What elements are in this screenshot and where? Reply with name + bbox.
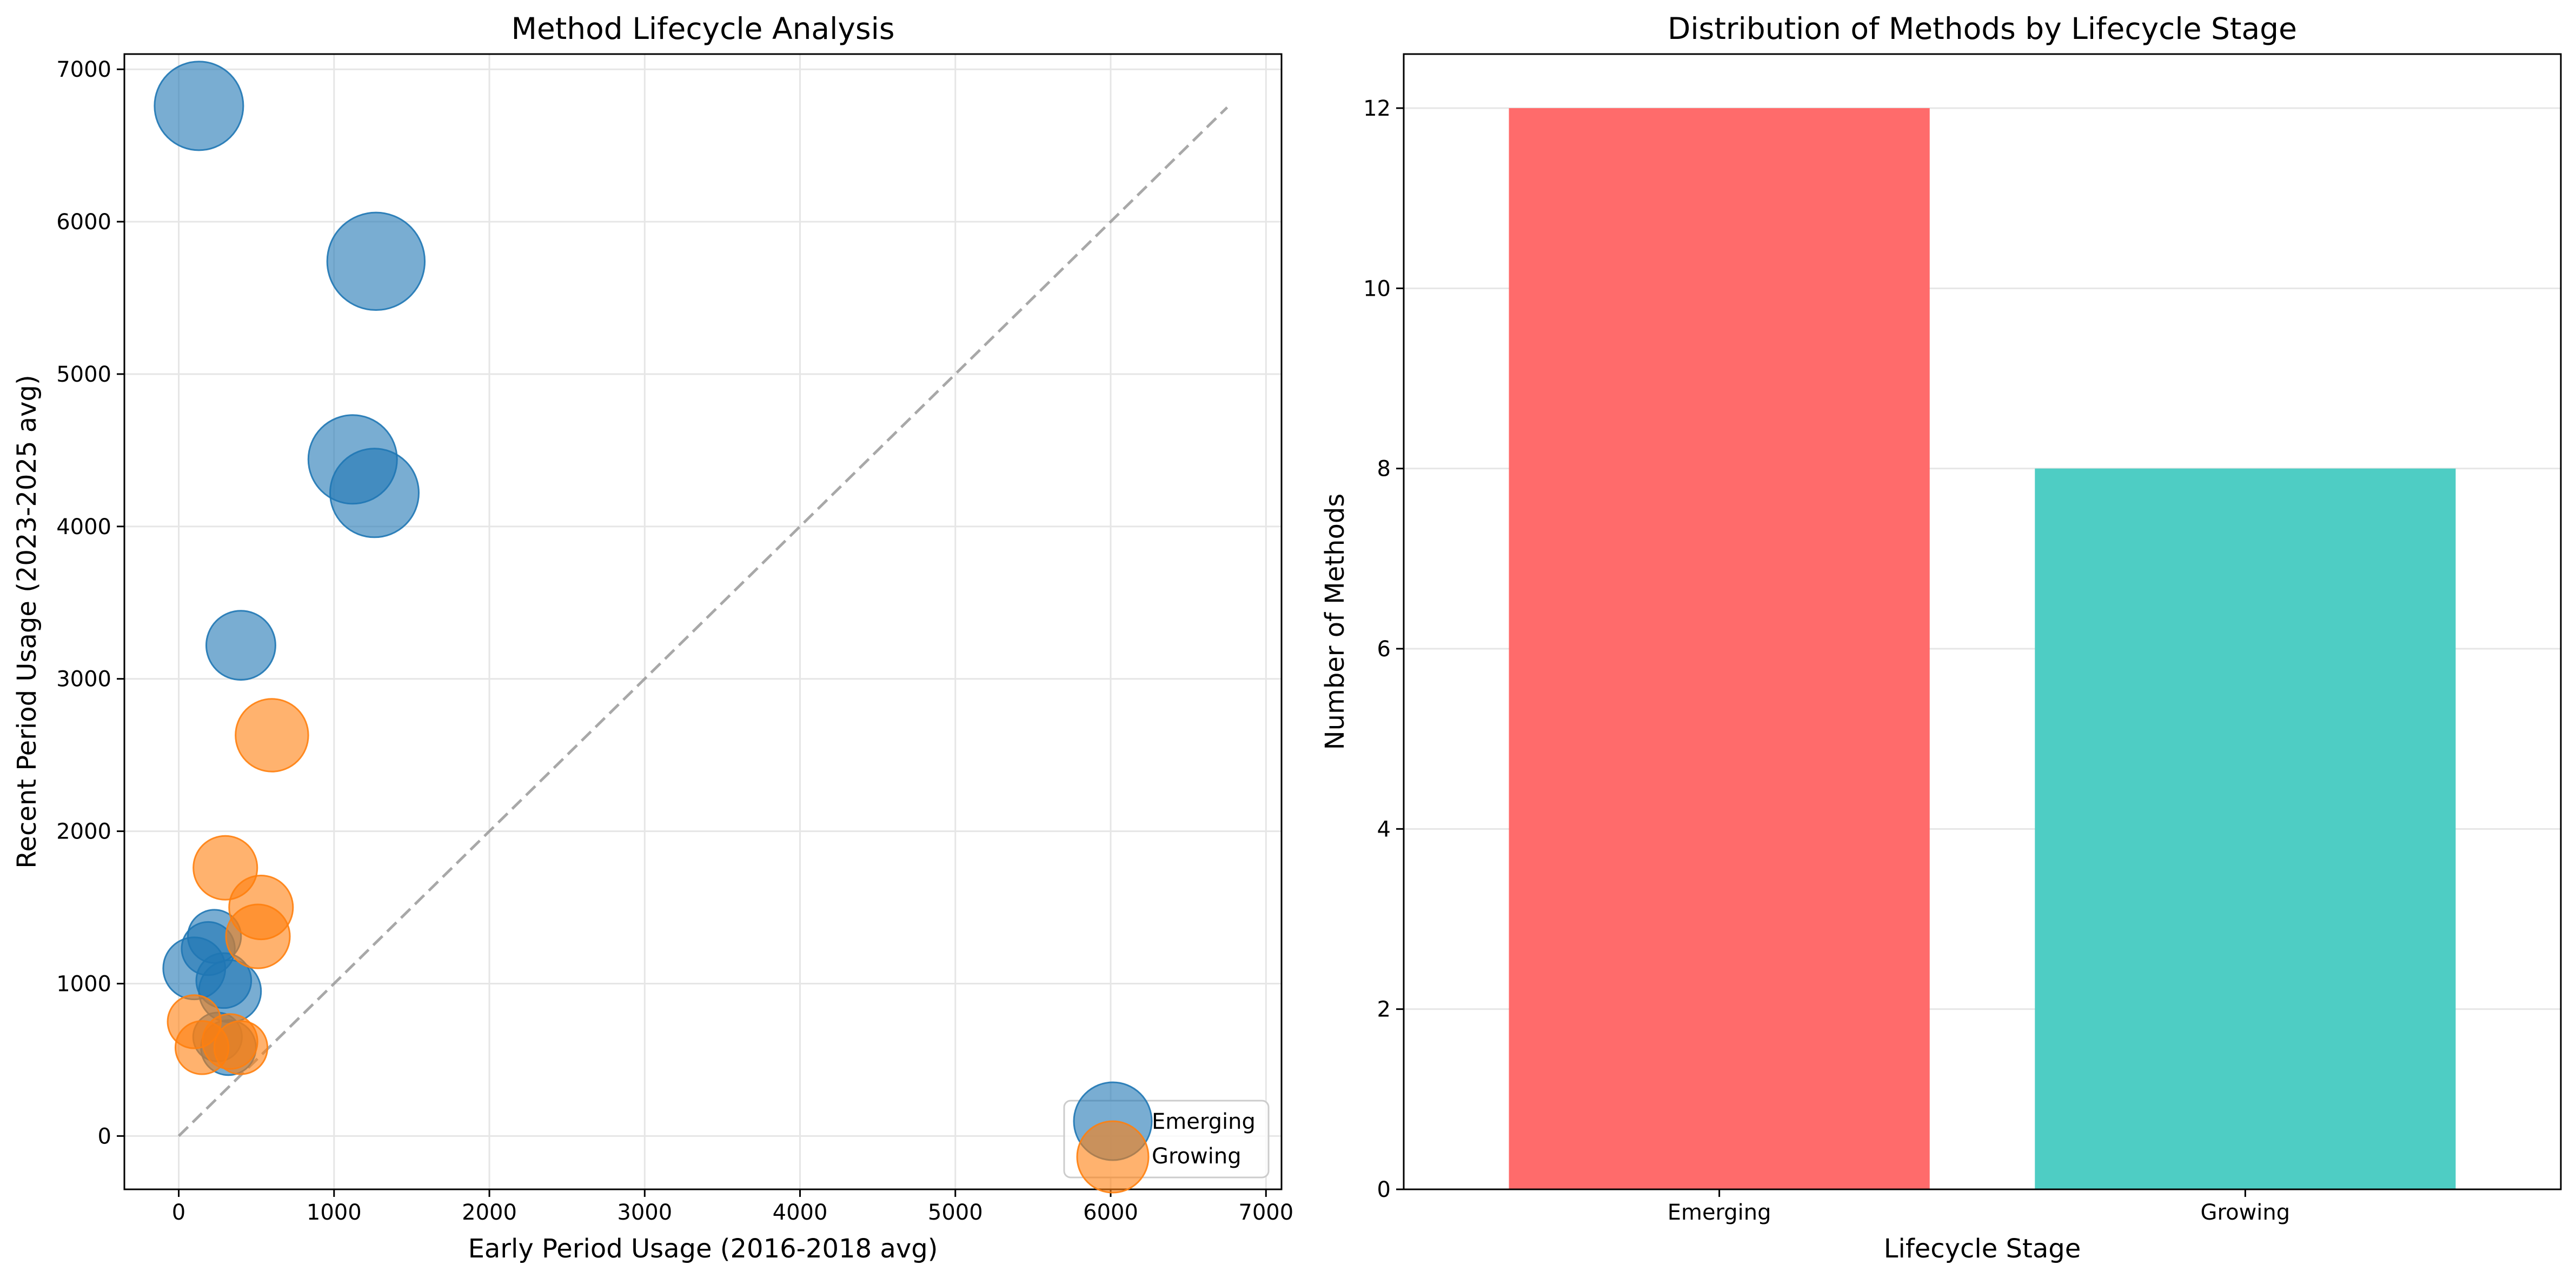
scatter-points <box>154 61 426 1076</box>
scatter-x-axis-label: Early Period Usage (2016-2018 avg) <box>468 1234 938 1264</box>
scatter-y-tick-label: 3000 <box>56 667 111 692</box>
bar-y-tick-label: 12 <box>1363 96 1391 121</box>
bar-title: Distribution of Methods by Lifecycle Sta… <box>1668 11 2297 46</box>
legend-marker-growing <box>1076 1120 1150 1194</box>
bar-bars <box>1509 108 2456 1189</box>
scatter-title: Method Lifecycle Analysis <box>511 11 894 46</box>
scatter-frame <box>123 53 1283 1190</box>
scatter-x-tick-label: 7000 <box>1238 1200 1293 1225</box>
scatter-point-growing <box>235 698 309 773</box>
bar-y-tick-label: 6 <box>1377 637 1391 662</box>
scatter-y-tick-label: 2000 <box>56 820 111 844</box>
bar-y-tick-label: 0 <box>1377 1177 1391 1202</box>
scatter-y-tick-label: 5000 <box>56 362 111 387</box>
bar-x-axis-label: Lifecycle Stage <box>1884 1234 2081 1264</box>
bar-y-tick-label: 4 <box>1377 817 1391 842</box>
scatter-x-tick-label: 1000 <box>307 1200 362 1225</box>
scatter-y-ticks: 0 1000 2000 3000 4000 5000 6000 7000 <box>56 57 124 1149</box>
legend-label-emerging: Emerging <box>1152 1109 1256 1134</box>
scatter-y-tick-label: 0 <box>98 1124 111 1149</box>
legend-label-growing: Growing <box>1152 1144 1241 1169</box>
bar-y-tick-label: 2 <box>1377 997 1391 1022</box>
bar-x-tick-label: Emerging <box>1668 1200 1771 1225</box>
bar-y-axis-label: Number of Methods <box>1320 494 1350 750</box>
scatter-point-emerging <box>329 448 420 538</box>
scatter-y-tick-label: 1000 <box>56 971 111 996</box>
scatter-x-tick-label: 2000 <box>462 1200 517 1225</box>
scatter-x-tick-label: 4000 <box>773 1200 828 1225</box>
scatter-legend: Emerging Growing <box>1063 1081 1270 1194</box>
scatter-y-tick-label: 7000 <box>56 57 111 82</box>
scatter-point-growing <box>213 1020 269 1075</box>
scatter-x-tick-label: 3000 <box>617 1200 672 1225</box>
scatter-point-emerging <box>326 211 426 311</box>
bar-x-ticks: Emerging Growing <box>1668 1189 2290 1225</box>
scatter-panel: 0 1000 2000 3000 4000 5000 6000 7000 0 1000 2000 3… <box>12 11 1293 1264</box>
bar-panel: 0 2 4 6 8 10 12 Emerging Growing Distribution o… <box>1320 11 2562 1264</box>
bar-y-tick-label: 8 <box>1377 457 1391 482</box>
bar-emerging <box>1509 108 1930 1189</box>
bar-frame <box>1403 53 2562 1190</box>
scatter-x-tick-label: 6000 <box>1083 1200 1138 1225</box>
bar-y-ticks: 0 2 4 6 8 10 12 <box>1363 96 1404 1202</box>
scatter-x-tick-label: 0 <box>172 1200 185 1225</box>
bar-growing <box>2035 468 2456 1189</box>
scatter-reference-line <box>177 106 1229 1137</box>
scatter-point-emerging <box>205 610 276 681</box>
scatter-grid <box>124 54 1282 1189</box>
scatter-point-growing <box>225 903 291 969</box>
scatter-y-tick-label: 4000 <box>56 515 111 540</box>
scatter-x-ticks: 0 1000 2000 3000 4000 5000 6000 7000 <box>172 1189 1293 1225</box>
bar-y-tick-label: 10 <box>1363 276 1391 301</box>
scatter-y-axis-label: Recent Period Usage (2023-2025 avg) <box>12 375 42 869</box>
scatter-y-tick-label: 6000 <box>56 210 111 235</box>
bar-x-tick-label: Growing <box>2201 1200 2290 1225</box>
scatter-x-tick-label: 5000 <box>928 1200 983 1225</box>
scatter-point-emerging <box>154 61 244 151</box>
